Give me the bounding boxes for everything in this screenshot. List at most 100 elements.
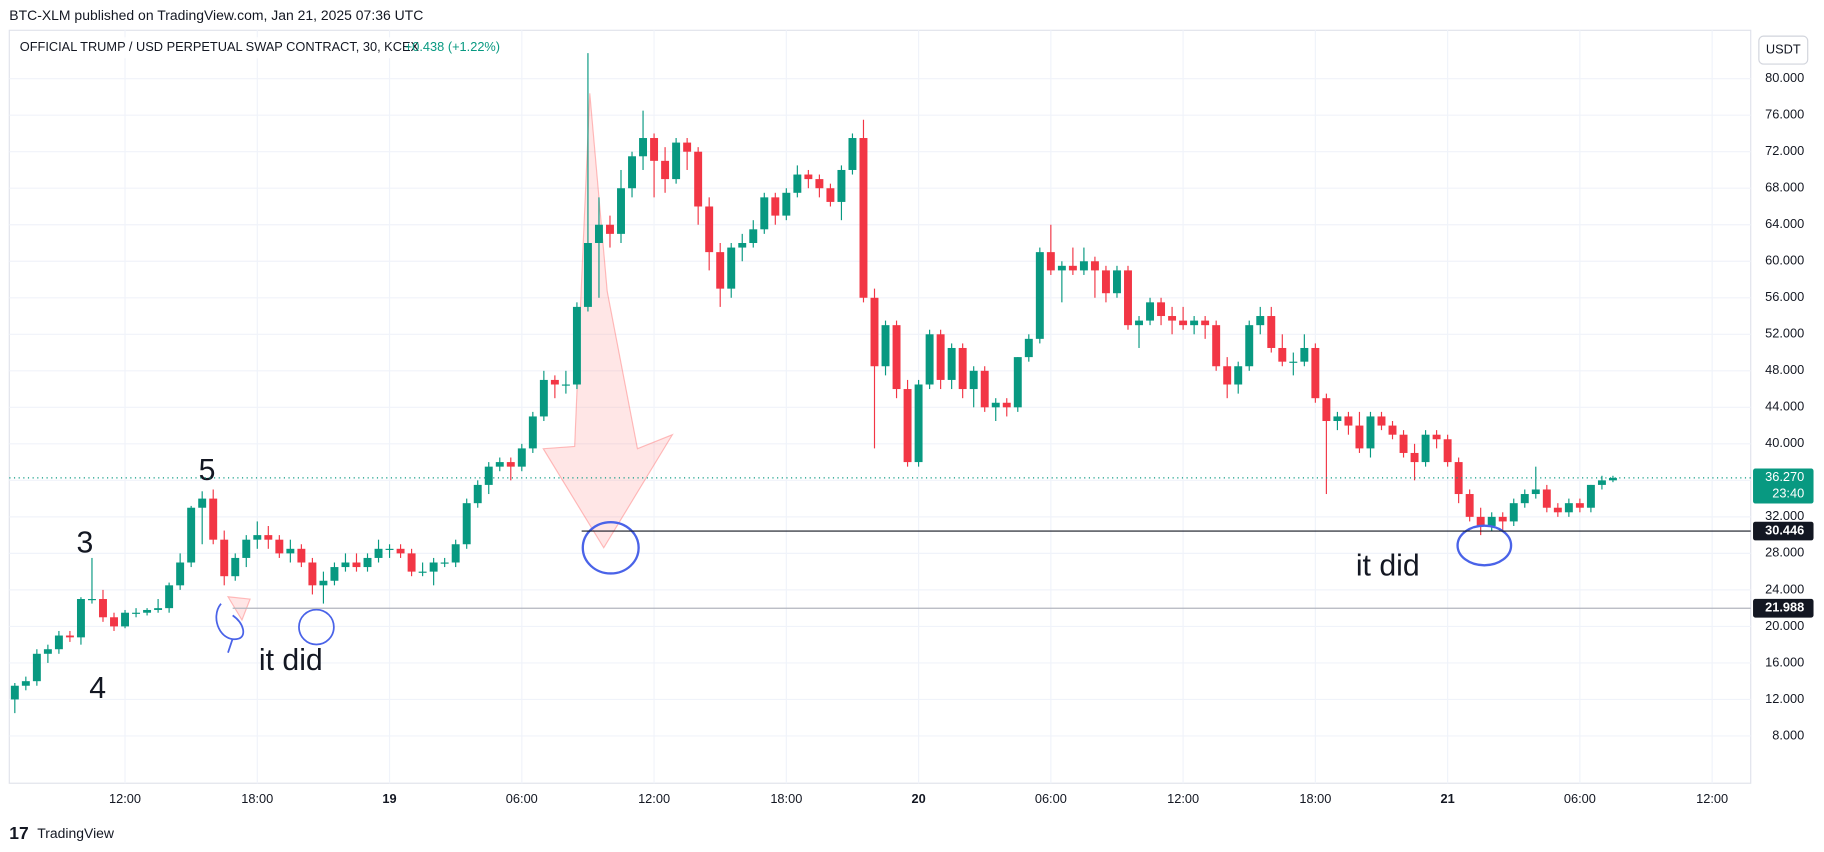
candle-body [484, 466, 493, 485]
price-change: +0.438 (+1.22%) [405, 39, 500, 54]
y-tick-label: 8.000 [1772, 727, 1804, 742]
circle-drawing [1456, 524, 1513, 567]
price-label-bg [1753, 598, 1814, 618]
price-label-bg [1753, 521, 1814, 541]
candle-body [793, 174, 802, 193]
candle-body [1146, 302, 1155, 321]
currency-button[interactable] [1758, 35, 1809, 65]
x-tick-label: 12:00 [1167, 791, 1199, 806]
candle-body [881, 325, 890, 367]
candle-body [1355, 425, 1364, 449]
candle-body [958, 347, 967, 390]
candle-body [1311, 347, 1320, 399]
candle-body [892, 325, 901, 390]
currency-label[interactable]: USDT [1766, 41, 1801, 56]
candle-body [396, 548, 405, 554]
candle-body [771, 197, 780, 216]
x-tick-label: 18:00 [241, 791, 273, 806]
candle-body [1201, 320, 1210, 326]
candle-body [1476, 516, 1485, 526]
candle-body [1388, 425, 1397, 435]
countdown-label: 23:40 [1772, 486, 1804, 501]
candle-body [826, 188, 835, 202]
candle-body [991, 402, 1000, 408]
candle-body [1057, 265, 1066, 271]
candle-body [1223, 366, 1232, 385]
candle-body [749, 229, 758, 244]
candle-body [54, 635, 63, 650]
published-line: BTC-XLM published on TradingView.com, Ja… [9, 7, 423, 23]
candle-body [1245, 325, 1254, 367]
candle-body [1575, 503, 1584, 508]
candle-body [1002, 402, 1011, 408]
candle-body [727, 247, 736, 289]
candle-body [528, 416, 537, 449]
candle-body [88, 599, 96, 601]
candle-body [253, 535, 262, 540]
candle-body [1035, 252, 1044, 339]
candle-body [99, 599, 107, 618]
candle-body [440, 562, 449, 564]
candle-body [1410, 452, 1419, 463]
candle-body [407, 553, 416, 572]
candle-body [473, 484, 482, 504]
candle-body [782, 192, 791, 216]
candle-body [1608, 477, 1617, 481]
candle-body [936, 334, 945, 380]
candle-body [1454, 462, 1463, 495]
annotation: it did [259, 644, 323, 677]
candle-body [352, 562, 361, 568]
candle-body [110, 617, 118, 627]
x-tick-label: 18:00 [770, 791, 802, 806]
candle-body [10, 685, 19, 700]
candle-body [969, 370, 978, 390]
candle-body [705, 206, 714, 253]
candle-body [870, 297, 879, 367]
candle-body [154, 608, 163, 610]
candle-body [606, 224, 614, 234]
candle-body [176, 562, 185, 586]
candle-body [209, 498, 218, 540]
candle-body [495, 462, 504, 467]
candle-body [583, 243, 592, 307]
candle-body [1068, 265, 1077, 271]
candle-body [1179, 320, 1188, 326]
x-tick-label: 06:00 [506, 791, 538, 806]
candle-body [1190, 320, 1199, 326]
candle-body [550, 379, 559, 385]
candle-body [1124, 270, 1132, 326]
candle-body [308, 562, 317, 586]
candle-body [418, 571, 427, 573]
candle-body [451, 544, 460, 563]
candle-body [275, 539, 284, 554]
candle-body [1267, 316, 1276, 348]
candle-body [1322, 398, 1331, 422]
candle-body [661, 160, 670, 180]
candle-body [132, 612, 141, 614]
candle-body [242, 539, 251, 558]
candle-body [738, 243, 747, 248]
x-tick-label: 12:00 [638, 791, 670, 806]
candle-body [594, 224, 603, 244]
candle-body [76, 599, 85, 638]
candle-body [1597, 480, 1606, 485]
y-tick-label: 80.000 [1765, 70, 1804, 85]
candle-body [21, 681, 30, 686]
candle-body [848, 138, 857, 170]
candle-body [1553, 507, 1562, 513]
legend-bg [13, 37, 508, 59]
candle-body [1421, 434, 1430, 463]
candle-body [561, 384, 570, 386]
x-tick-label: 19 [382, 791, 396, 806]
candle-body [694, 151, 703, 207]
candle-body [264, 535, 273, 540]
candle-body [43, 649, 52, 654]
candle-body [1157, 302, 1166, 317]
candle-body [330, 567, 339, 581]
candle-body [1024, 338, 1033, 358]
y-tick-label: 60.000 [1765, 253, 1804, 268]
candle-body [297, 548, 306, 563]
annotation: it did [1356, 550, 1420, 583]
